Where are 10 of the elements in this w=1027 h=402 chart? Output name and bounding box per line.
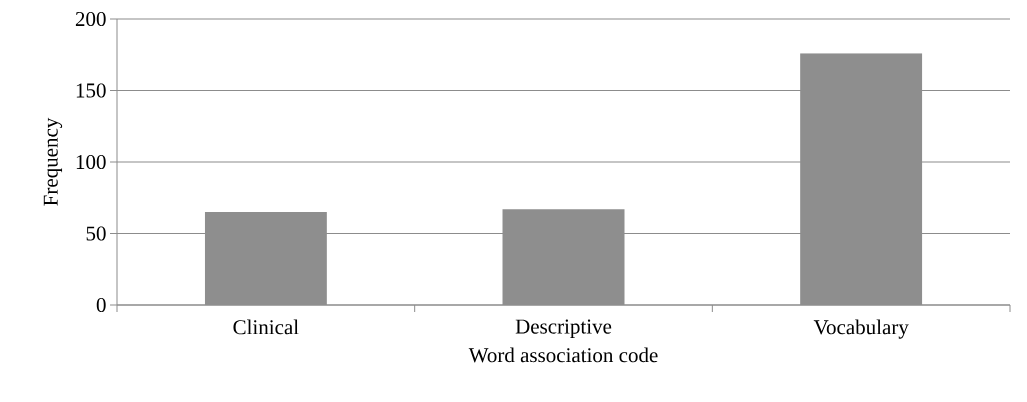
x-tick-label: Clinical — [233, 319, 299, 335]
y-tick-label: 200 — [75, 11, 106, 27]
x-axis-title: Word association code — [468, 347, 658, 363]
y-axis-title: Frequency — [43, 117, 63, 206]
y-tick-label: 50 — [86, 226, 106, 241]
x-tick-label: Descriptive — [515, 319, 612, 338]
x-tick-label: Vocabulary — [813, 319, 909, 339]
y-tick-label: 100 — [76, 154, 106, 170]
y-tick-label: 150 — [76, 83, 106, 98]
y-tick-label: 0 — [96, 297, 106, 313]
